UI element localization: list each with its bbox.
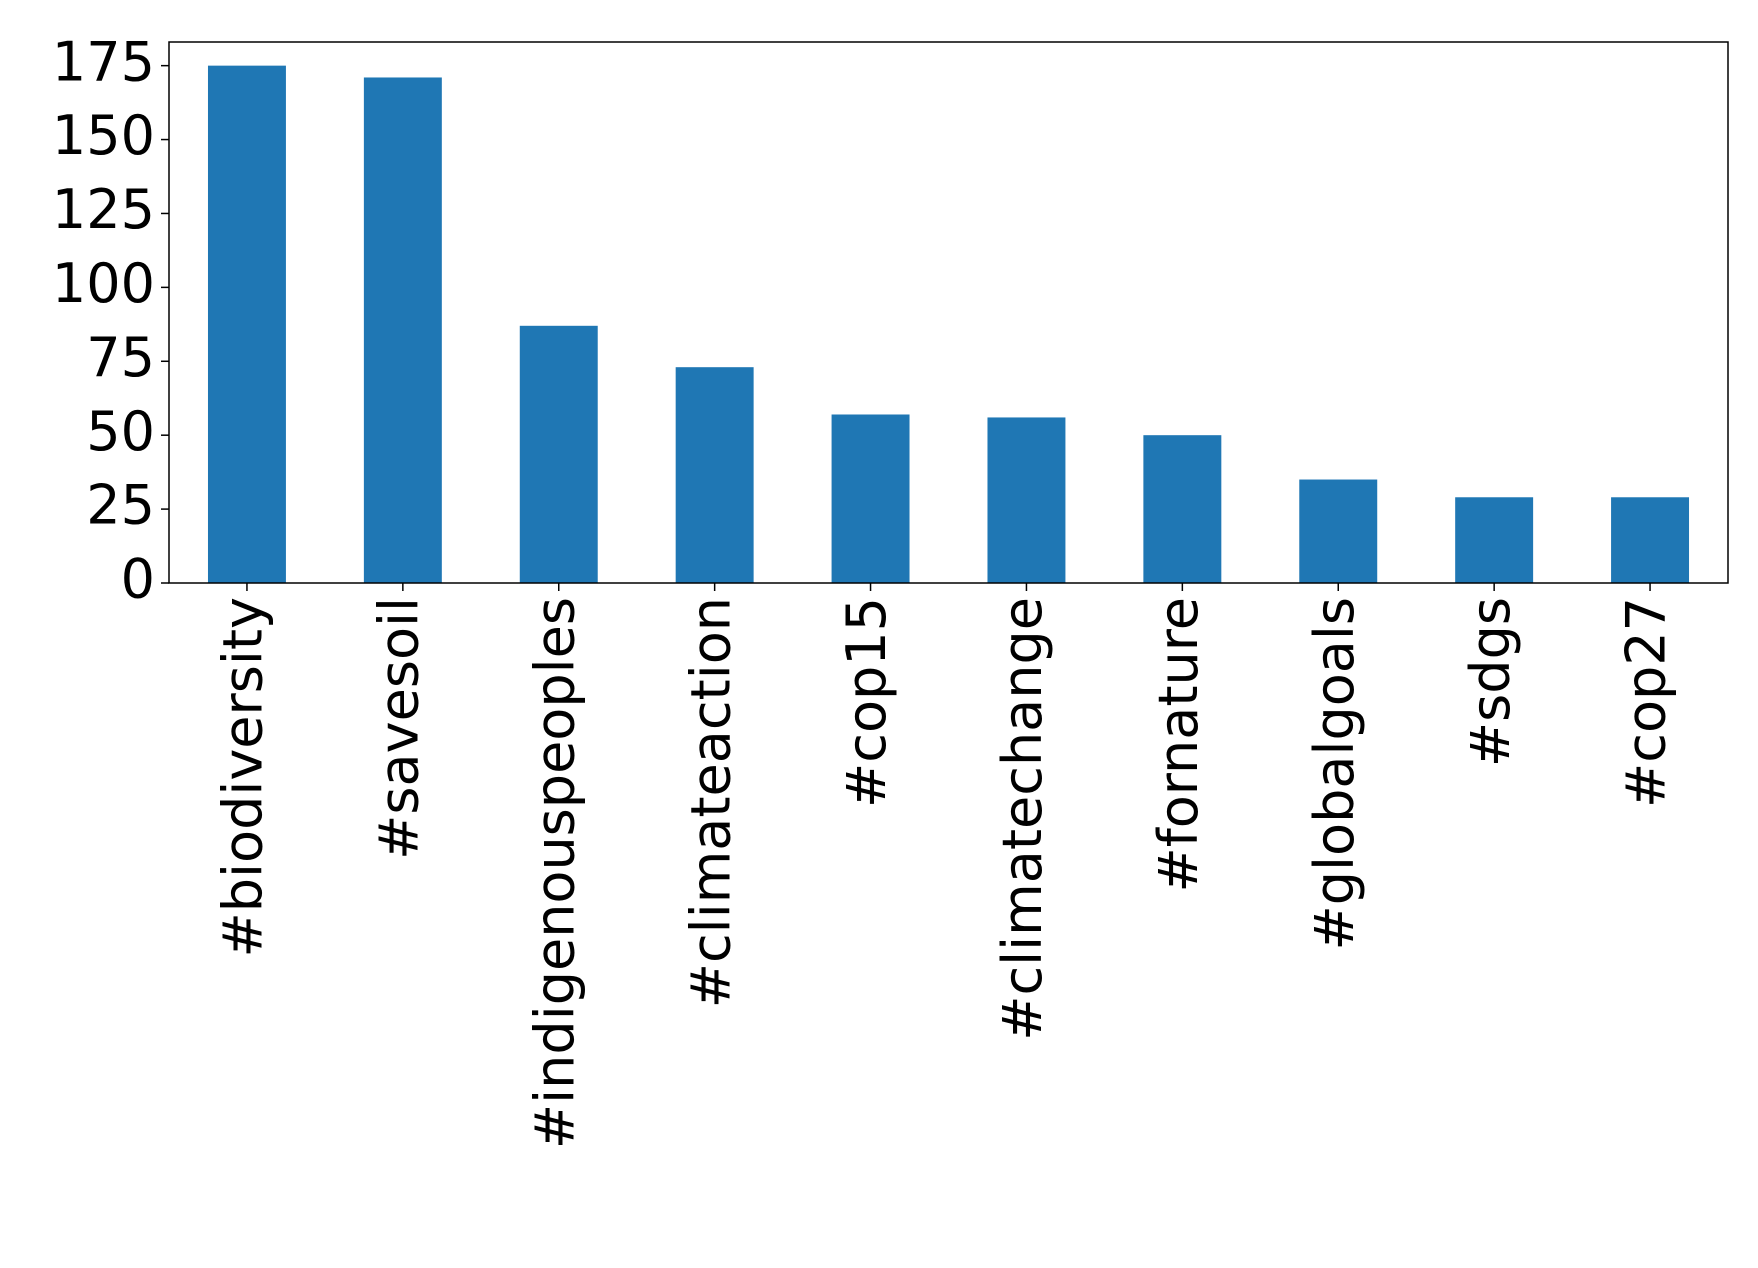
bar <box>207 65 286 584</box>
bar <box>987 417 1066 583</box>
bar <box>675 367 754 583</box>
bar <box>1455 497 1534 583</box>
plot-frame <box>168 41 1729 584</box>
x-tick-label: #sdgs <box>1459 597 1522 767</box>
y-tick-label: 25 <box>86 474 155 537</box>
bar <box>1143 435 1222 583</box>
bar <box>1611 497 1690 583</box>
y-tick-label: 50 <box>86 400 155 463</box>
y-tick-label: 100 <box>52 252 155 315</box>
y-tick-label: 150 <box>52 104 155 167</box>
x-tick-label: #savesoil <box>367 597 430 860</box>
x-tick-label: #climatechange <box>991 597 1054 1041</box>
x-tick-label: #indigenouspeoples <box>523 597 586 1149</box>
bar <box>1299 479 1378 583</box>
y-tick-label: 175 <box>52 30 155 93</box>
x-tick-label: #fornature <box>1147 597 1210 893</box>
bar <box>363 77 442 584</box>
x-tick-label: #climateaction <box>679 597 742 1008</box>
y-tick-label: 0 <box>121 548 155 611</box>
x-tick-label: #biodiversity <box>212 597 275 958</box>
x-tick-label: #cop27 <box>1615 597 1678 808</box>
y-tick-label: 125 <box>52 178 155 241</box>
x-tick-label: #cop15 <box>835 597 898 808</box>
x-tick-label: #globalgoals <box>1303 597 1366 950</box>
y-tick-label: 75 <box>86 326 155 389</box>
bar <box>519 325 598 583</box>
bar <box>831 414 910 583</box>
